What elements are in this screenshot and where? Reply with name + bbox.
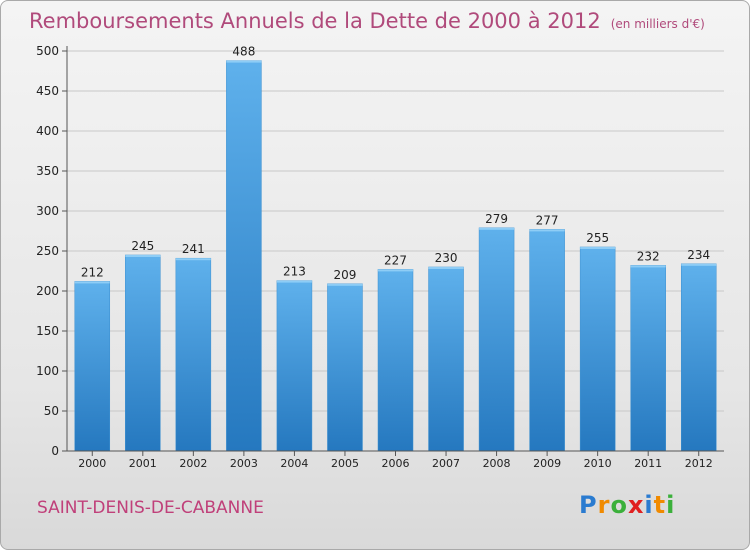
data-label-2012: 234 — [687, 248, 710, 262]
y-tick-label: 250 — [36, 244, 59, 258]
bar-highlight — [630, 265, 666, 268]
bar-2010 — [579, 246, 616, 452]
logo-letter: i — [666, 491, 676, 519]
logo-letter: r — [597, 491, 611, 519]
y-axis: 0 50 100 150 200 250 300 350 400 450 500 — [36, 44, 68, 458]
x-tick-label-2008: 2008 — [483, 457, 511, 470]
x-tick-label-2011: 2011 — [634, 457, 662, 470]
bar-2009 — [529, 229, 565, 452]
data-label-2004: 213 — [283, 265, 306, 279]
data-label-2003: 488 — [232, 45, 255, 59]
bar-highlight — [479, 227, 515, 230]
y-tick-label: 0 — [51, 444, 59, 458]
y-tick-label: 400 — [36, 124, 59, 138]
logo-letter: t — [653, 491, 667, 519]
bar-2008 — [478, 227, 515, 452]
chart-title-text: Remboursements Annuels de la Dette de 20… — [29, 9, 601, 33]
data-label-2011: 232 — [637, 249, 660, 263]
x-tick-label-2007: 2007 — [432, 457, 460, 470]
data-label-2001: 245 — [131, 239, 154, 253]
data-label-2010: 255 — [586, 231, 609, 245]
x-tick-label-2004: 2004 — [280, 457, 308, 470]
bar-2001 — [125, 254, 161, 452]
bar-highlight — [226, 60, 262, 63]
x-tick-label-2012: 2012 — [685, 457, 713, 470]
bar-highlight — [681, 263, 717, 266]
x-tick-label-2006: 2006 — [382, 457, 410, 470]
bar-highlight — [529, 229, 565, 232]
logo-letter: o — [610, 491, 628, 519]
bar-2005 — [327, 283, 363, 452]
bar-2000 — [74, 281, 111, 452]
logo-letter: x — [627, 491, 645, 519]
chart-unit: (en milliers d'€) — [610, 17, 705, 31]
bar-2003 — [226, 60, 262, 452]
x-tick-label-2002: 2002 — [179, 457, 207, 470]
x-tick-label-2005: 2005 — [331, 457, 359, 470]
x-tick-label-2001: 2001 — [129, 457, 157, 470]
logo-letter: i — [644, 491, 654, 519]
bar-highlight — [428, 267, 464, 269]
data-label-2000: 212 — [81, 265, 104, 279]
data-label-2009: 277 — [536, 213, 559, 227]
y-tick-label: 200 — [36, 284, 59, 298]
bar-highlight — [276, 280, 312, 283]
logo-letter: P — [579, 491, 598, 519]
data-label-2008: 279 — [485, 212, 508, 226]
x-tick-label-2009: 2009 — [533, 457, 561, 470]
y-tick-label: 300 — [36, 204, 59, 218]
bar-2004 — [276, 280, 313, 452]
chart-title: Remboursements Annuels de la Dette de 20… — [29, 9, 705, 33]
y-tick-label: 450 — [36, 84, 59, 98]
bar-2011 — [630, 265, 666, 452]
commune-name: SAINT-DENIS-DE-CABANNE — [37, 498, 264, 518]
x-axis: 2000 2001 2002 2003 2004 2005 2006 2007 2008 2009… — [67, 450, 724, 470]
y-tick-label: 100 — [36, 364, 59, 378]
bar-2002 — [175, 257, 212, 452]
bar-2012 — [680, 263, 717, 452]
bars: 212 245 241 488 213 209 227 230 279 277 255 232 234 — [74, 45, 717, 452]
data-label-2005: 209 — [334, 268, 357, 282]
proxiti-logo: Proxiti — [579, 491, 675, 519]
data-label-2007: 230 — [435, 251, 458, 265]
y-tick-label: 500 — [36, 44, 59, 58]
bar-highlight — [125, 255, 161, 257]
bar-highlight — [378, 269, 413, 272]
y-tick-label: 150 — [36, 324, 59, 338]
bar-highlight — [175, 258, 211, 261]
x-tick-label-2000: 2000 — [78, 457, 106, 470]
bar-2007 — [428, 266, 464, 452]
bar-highlight — [327, 283, 363, 286]
data-label-2002: 241 — [182, 242, 205, 256]
bar-2006 — [377, 269, 414, 452]
bar-highlight — [580, 247, 616, 249]
y-tick-label: 50 — [44, 404, 59, 418]
x-tick-label-2010: 2010 — [584, 457, 612, 470]
bar-highlight — [74, 281, 110, 284]
x-tick-label-2003: 2003 — [230, 457, 258, 470]
data-label-2006: 227 — [384, 253, 407, 267]
y-tick-label: 350 — [36, 164, 59, 178]
